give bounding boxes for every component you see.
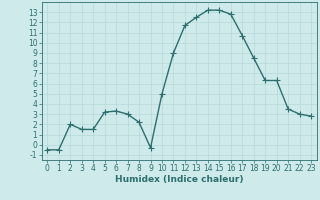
X-axis label: Humidex (Indice chaleur): Humidex (Indice chaleur) (115, 175, 244, 184)
